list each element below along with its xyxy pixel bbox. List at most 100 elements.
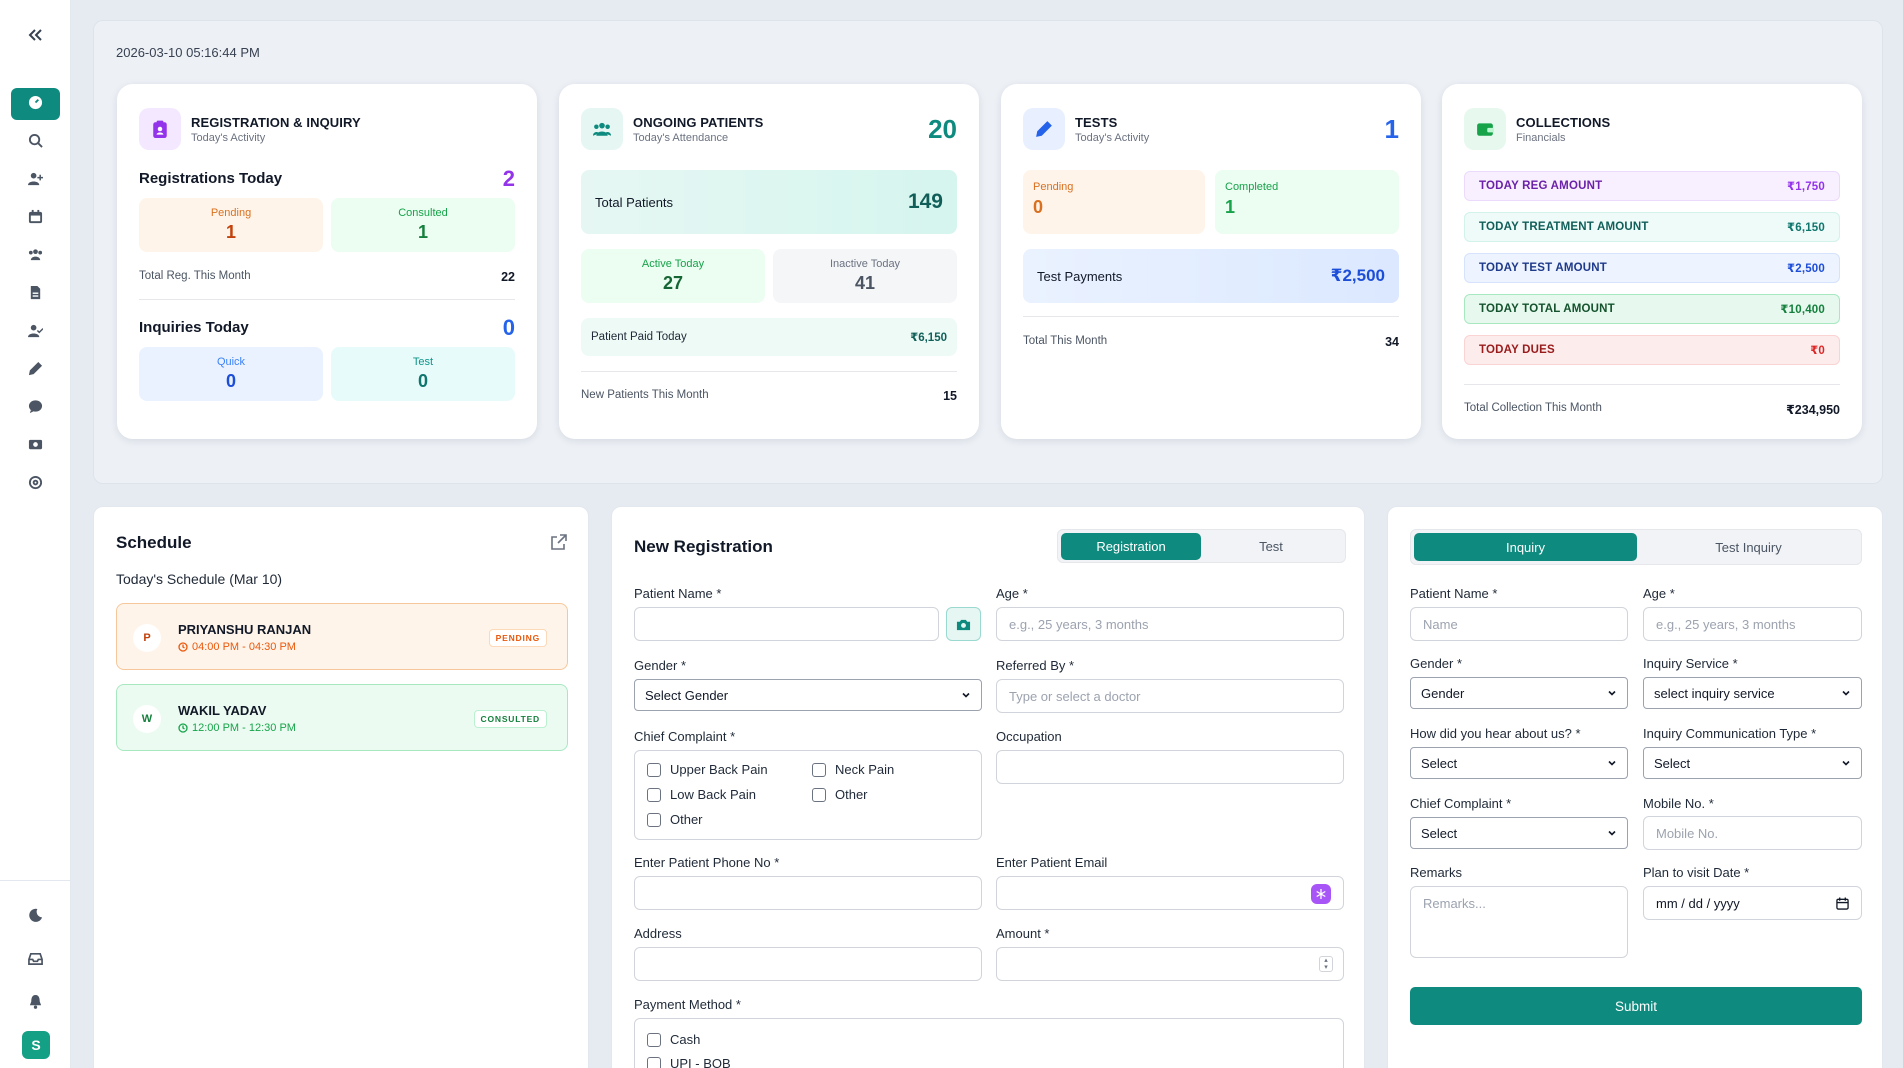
phone-input[interactable] — [634, 876, 982, 910]
payment-method-group: Cash UPI - BOB — [634, 1018, 1344, 1068]
checkbox[interactable] — [647, 787, 661, 802]
sidebar-item-add-user[interactable] — [11, 164, 60, 196]
age-label: Age * — [996, 586, 1028, 601]
checkbox[interactable] — [812, 787, 826, 802]
checkbox[interactable] — [647, 1056, 661, 1068]
sidebar-item-tests[interactable] — [11, 354, 60, 386]
clipboard-icon — [139, 108, 181, 150]
sidebar-item-files[interactable] — [11, 278, 60, 310]
tests-completed-box: Completed 1 — [1215, 170, 1399, 234]
checkbox-label: Low Back Pain — [670, 787, 756, 802]
tab-test[interactable]: Test — [1259, 539, 1283, 554]
sidebar-item-calendar[interactable] — [11, 202, 60, 234]
gender-select[interactable]: Select Gender — [634, 679, 982, 711]
schedule-item[interactable]: P PRIYANSHU RANJAN 04:00 PM - 04:30 PM P… — [116, 603, 568, 670]
number-stepper-icon[interactable]: ▴ ▾ — [1319, 956, 1333, 972]
row-label: TODAY TREATMENT AMOUNT — [1479, 221, 1649, 233]
select-value: Gender — [1421, 685, 1465, 701]
schedule-item[interactable]: W WAKIL YADAV 12:00 PM - 12:30 PM CONSUL… — [116, 684, 568, 751]
reg-month-value: 22 — [501, 270, 515, 284]
sidebar-item-messages[interactable] — [11, 392, 60, 424]
checkbox-label: Neck Pain — [835, 762, 895, 777]
calendar-icon[interactable] — [1836, 896, 1849, 910]
checkbox[interactable] — [647, 762, 661, 777]
sidebar-item-user-check[interactable] — [11, 316, 60, 348]
sidebar-item-users[interactable] — [11, 240, 60, 272]
communication-type-select[interactable]: Select — [1643, 747, 1862, 779]
tests-count: 1 — [1384, 114, 1399, 144]
collapse-sidebar-icon[interactable] — [24, 24, 46, 46]
email-input[interactable] — [996, 876, 1344, 910]
remarks-textarea[interactable]: Remarks... — [1410, 886, 1628, 958]
checkbox[interactable] — [647, 1032, 661, 1047]
row-value: ₹0 — [1810, 345, 1825, 357]
age-input[interactable]: e.g., 25 years, 3 months — [996, 607, 1344, 641]
checkbox[interactable] — [812, 762, 826, 777]
schedule-patient-name: PRIYANSHU RANJAN — [178, 622, 312, 637]
registrations-today-label: Registrations Today — [139, 170, 283, 187]
collections-month-row: Total Collection This Month ₹234,950 — [1464, 402, 1840, 417]
amount-input[interactable]: ▴ ▾ — [996, 947, 1344, 981]
payment-cash[interactable]: Cash — [647, 1032, 700, 1047]
card-subtitle: Today's Activity — [191, 131, 266, 144]
submit-button[interactable]: Submit — [1410, 987, 1862, 1025]
tab-test-inquiry[interactable]: Test Inquiry — [1715, 539, 1782, 555]
select-value: Select — [1654, 755, 1691, 771]
camera-button[interactable] — [946, 607, 981, 641]
new-patients-row: New Patients This Month 15 — [581, 389, 957, 403]
active-today-value: 27 — [662, 273, 684, 293]
timestamp: 2026-03-10 05:16:44 PM — [116, 45, 260, 60]
inquiry-patient-name-label: Patient Name * — [1410, 586, 1498, 601]
tests-pending-box: Pending 0 — [1023, 170, 1205, 234]
mobile-input[interactable]: Mobile No. — [1643, 816, 1862, 850]
inquiry-age-input[interactable]: e.g., 25 years, 3 months — [1643, 607, 1862, 641]
status-badge: PENDING — [488, 629, 547, 647]
theme-toggle[interactable] — [11, 901, 60, 933]
patient-name-input[interactable] — [634, 607, 939, 641]
snowflake-icon[interactable] — [1311, 884, 1331, 904]
payment-upi-bob[interactable]: UPI - BOB — [647, 1056, 731, 1068]
collections-month-value: ₹234,950 — [1786, 403, 1840, 417]
clock-icon — [178, 723, 188, 733]
sidebar-item-dashboard[interactable] — [11, 88, 60, 120]
sidebar-item-search[interactable] — [11, 126, 60, 158]
inbox-button[interactable] — [11, 944, 60, 976]
inquiry-patient-name-input[interactable]: Name — [1410, 607, 1628, 641]
sidebar-item-payments[interactable] — [11, 430, 60, 462]
schedule-subtitle: Today's Schedule (Mar 10) — [116, 571, 283, 587]
today-reg-amount-row: TODAY REG AMOUNT ₹1,750 — [1464, 171, 1840, 201]
camera-icon — [956, 619, 971, 630]
checkbox[interactable] — [647, 812, 661, 827]
user-avatar[interactable]: S — [22, 1031, 50, 1059]
notifications-button[interactable] — [11, 987, 60, 1019]
complaint-other-2[interactable]: Other — [647, 812, 703, 827]
visit-date-label: Plan to visit Date * — [1643, 865, 1750, 880]
row-label: TODAY DUES — [1479, 344, 1555, 356]
divider — [1464, 384, 1840, 385]
complaint-low-back-pain[interactable]: Low Back Pain — [647, 787, 756, 802]
patient-paid-row: Patient Paid Today ₹6,150 — [581, 318, 957, 356]
occupation-input[interactable] — [996, 750, 1344, 784]
card-title: COLLECTIONS — [1516, 114, 1611, 130]
occupation-label: Occupation — [996, 729, 1062, 744]
inquiry-gender-select[interactable]: Gender — [1410, 677, 1628, 709]
gender-select-value: Select Gender — [645, 687, 729, 703]
open-external-icon[interactable] — [550, 533, 568, 551]
moon-icon — [28, 908, 43, 926]
inquiry-complaint-select[interactable]: Select — [1410, 817, 1628, 849]
hear-about-select[interactable]: Select — [1410, 747, 1628, 779]
ongoing-count: 20 — [928, 114, 957, 144]
referred-by-input[interactable]: Type or select a doctor — [996, 679, 1344, 713]
schedule-avatar: P — [133, 624, 161, 652]
tab-inquiry[interactable]: Inquiry — [1414, 533, 1637, 561]
address-input[interactable] — [634, 947, 982, 981]
inquiry-service-select[interactable]: select inquiry service — [1643, 677, 1862, 709]
visit-date-input[interactable]: mm / dd / yyyy — [1643, 886, 1862, 920]
sidebar-item-support[interactable] — [11, 468, 60, 500]
complaint-upper-back-pain[interactable]: Upper Back Pain — [647, 762, 768, 777]
quick-value: 0 — [225, 371, 236, 391]
tab-registration[interactable]: Registration — [1061, 533, 1201, 560]
divider — [581, 371, 957, 372]
complaint-neck-pain[interactable]: Neck Pain — [812, 762, 894, 777]
complaint-other[interactable]: Other — [812, 787, 868, 802]
